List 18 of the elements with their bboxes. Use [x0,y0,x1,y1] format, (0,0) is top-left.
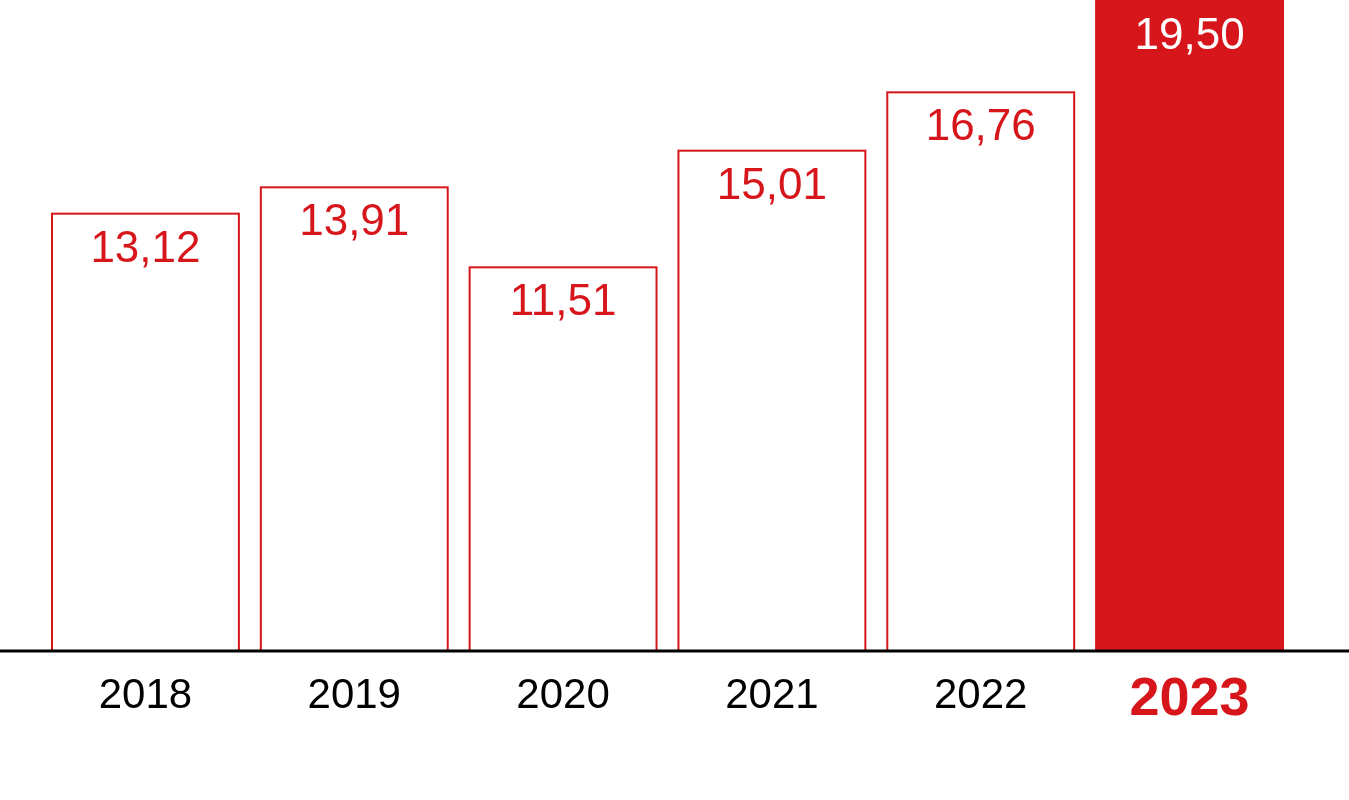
data-label: 13,91 [299,195,410,245]
x-tick-label: 2018 [98,670,193,717]
data-label: 13,12 [90,221,201,271]
data-label: 16,76 [925,100,1036,150]
bar [886,91,1076,652]
x-tick-label: 2020 [516,670,610,717]
x-tick-label: 2021 [725,670,819,717]
x-tick-label: 2023 [1129,666,1250,726]
bar [259,186,449,652]
bar [468,266,658,652]
data-label: 19,50 [1134,9,1245,58]
bar [1095,0,1285,652]
x-tick-label: 2022 [934,670,1028,717]
data-label: 11,51 [509,275,617,325]
bar [50,212,240,652]
bar [677,149,867,652]
x-tick-label: 2019 [307,670,401,717]
data-label: 15,01 [716,158,827,208]
